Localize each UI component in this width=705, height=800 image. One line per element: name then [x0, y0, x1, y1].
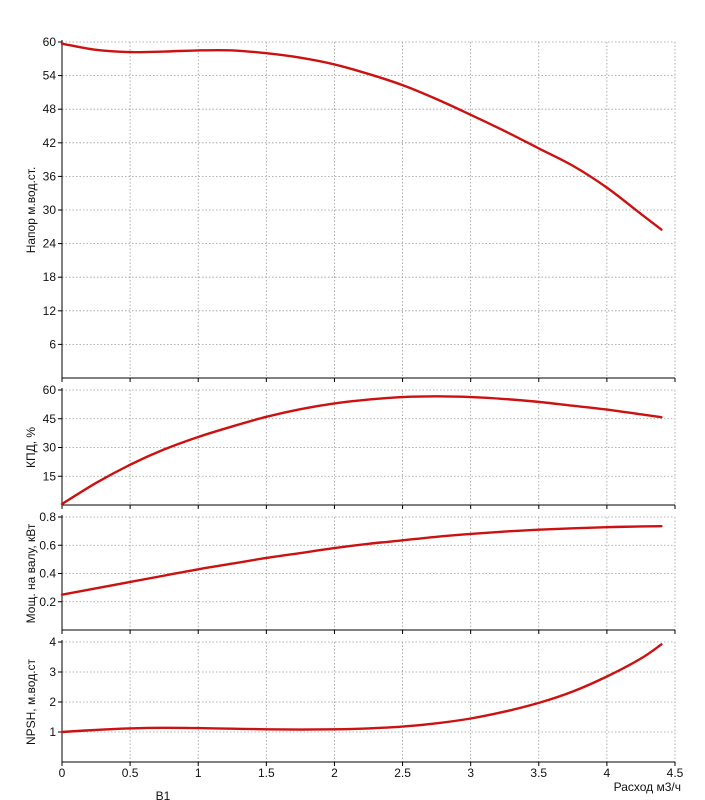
y-tick-label: 0.8 [39, 510, 56, 524]
y-tick-label: 30 [43, 441, 57, 455]
y-tick-label: 0.2 [39, 595, 56, 609]
y-tick-label: 0.4 [39, 567, 56, 581]
x-tick-label: 3.5 [530, 766, 547, 780]
x-tick-label: 1.5 [258, 766, 275, 780]
chart-panel-1: 6 12 18 24 30 36 42 48 54 60 Напор м.вод.ст. [24, 35, 676, 382]
y-axis-label: Напор м.вод.ст. [24, 167, 38, 254]
series-line-1 [60, 42, 663, 231]
x-tick-label: 0.5 [122, 766, 139, 780]
y-axis-label: NPSH, м.вод.ст [24, 658, 38, 745]
y-tick-label: 6 [49, 337, 56, 351]
y-tick-label: 36 [43, 169, 57, 183]
x-tick-label: 3 [467, 766, 474, 780]
x-tick-label: 4 [604, 766, 611, 780]
x-tick-label: 2 [331, 766, 338, 780]
series-line-2 [60, 395, 663, 506]
y-tick-label: 12 [43, 304, 57, 318]
y-tick-label: 3 [49, 665, 56, 679]
chart-panel-4: 1 2 3 4 NPSH, м.вод.ст [24, 635, 676, 766]
y-axis-label: КПД, % [24, 427, 38, 468]
y-tick-label: 1 [49, 725, 56, 739]
y-tick-label: 60 [43, 383, 57, 397]
y-tick-label: 24 [43, 237, 57, 251]
y-tick-label: 45 [43, 412, 57, 426]
y-tick-label: 18 [43, 270, 57, 284]
y-tick-label: 42 [43, 136, 57, 150]
series-line-4 [60, 643, 663, 734]
x-tick-label: 0 [59, 766, 66, 780]
y-tick-label: 60 [43, 35, 57, 49]
x-axis-label: Расход м3/ч [614, 780, 681, 794]
y-tick-label: 48 [43, 102, 57, 116]
series-line-3 [60, 524, 663, 596]
y-tick-label: 30 [43, 203, 57, 217]
x-tick-label: 4.5 [667, 766, 684, 780]
y-tick-label: 15 [43, 469, 57, 483]
y-axis-label: Мощ. на валу, кВт [24, 523, 38, 623]
y-tick-label: 2 [49, 695, 56, 709]
y-tick-label: 4 [49, 635, 56, 649]
footer-label: В1 [156, 789, 171, 800]
chart-panel-2: 15 30 45 60 КПД, % [24, 383, 676, 509]
x-tick-label: 2.5 [394, 766, 411, 780]
y-tick-label: 0.6 [39, 538, 56, 552]
y-tick-label: 54 [43, 69, 57, 83]
x-tick-label: 1 [195, 766, 202, 780]
